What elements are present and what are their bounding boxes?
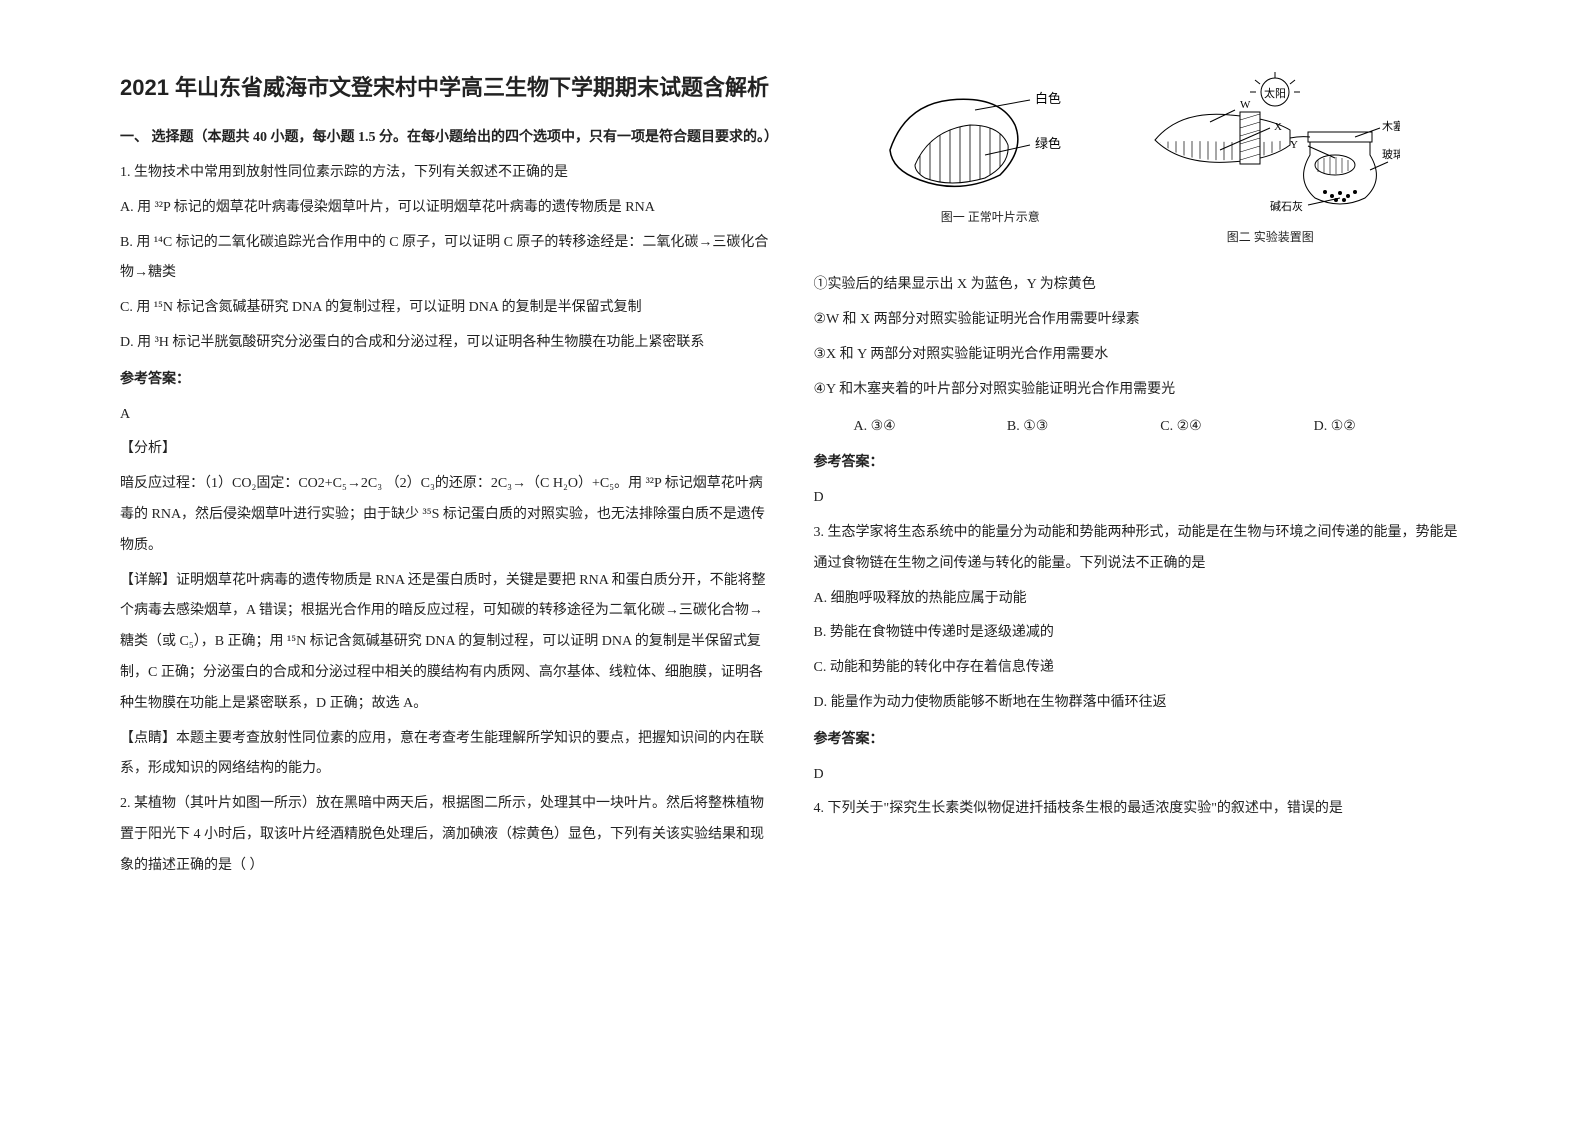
q3-opt-b: B. 势能在食物链中传递时是逐级递减的 bbox=[814, 618, 1468, 649]
q1-detail-head: 【详解】 bbox=[120, 573, 176, 588]
fig2-label-flask: 玻璃瓶 bbox=[1382, 147, 1400, 161]
exam-title: 2021 年山东省威海市文登宋村中学高三生物下学期期末试题含解析 bbox=[120, 70, 774, 105]
q2-statement-4: ④Y 和木塞夹着的叶片部分对照实验能证明光合作用需要光 bbox=[814, 375, 1468, 406]
q2-opt-b: B. ①③ bbox=[1007, 412, 1160, 443]
fig2-label-y: Y bbox=[1290, 139, 1298, 151]
q1-analysis-body: 暗反应过程：（1）CO₂固定：CO2+C₅→2C₃ （2）C₃的还原：2C₃→（… bbox=[120, 469, 774, 561]
fig2-label-x: X bbox=[1274, 121, 1282, 133]
fig2-label-lime: 碱石灰 bbox=[1270, 199, 1303, 213]
q2-answer: D bbox=[814, 483, 1468, 514]
q1-opt-b: B. 用 ¹⁴C 标记的二氧化碳追踪光合作用中的 C 原子，可以证明 C 原子的… bbox=[120, 228, 774, 290]
q2-opt-a: A. ③④ bbox=[854, 412, 1007, 443]
q2-statement-1: ①实验后的结果显示出 X 为蓝色，Y 为棕黄色 bbox=[814, 270, 1468, 301]
q1-answer-label: 参考答案： bbox=[120, 365, 774, 396]
left-column: 2021 年山东省威海市文登宋村中学高三生物下学期期末试题含解析 一、 选择题（… bbox=[100, 70, 794, 1082]
fig2-label-sun: 太阳 bbox=[1264, 87, 1286, 100]
q2-statement-2: ②W 和 X 两部分对照实验能证明光合作用需要叶绿素 bbox=[814, 305, 1468, 336]
q2-opt-c: C. ②④ bbox=[1160, 412, 1313, 443]
right-column: 白色 绿色 图一 正常叶片示意 太阳 bbox=[794, 70, 1488, 1082]
fig1-label-white: 白色 bbox=[1035, 91, 1061, 106]
fig2-label-cork: 木塞 bbox=[1382, 119, 1400, 133]
section-header: 一、 选择题（本题共 40 小题，每小题 1.5 分。在每小题给出的四个选项中，… bbox=[120, 123, 774, 154]
q2-statement-3: ③X 和 Y 两部分对照实验能证明光合作用需要水 bbox=[814, 340, 1468, 371]
figure-1: 白色 绿色 图一 正常叶片示意 bbox=[880, 70, 1100, 250]
q2-opt-d: D. ①② bbox=[1314, 412, 1467, 443]
q1-opt-d: D. 用 ³H 标记半胱氨酸研究分泌蛋白的合成和分泌过程，可以证明各种生物膜在功… bbox=[120, 328, 774, 359]
q1-opt-c: C. 用 ¹⁵N 标记含氮碱基研究 DNA 的复制过程，可以证明 DNA 的复制… bbox=[120, 293, 774, 324]
q4-stem: 4. 下列关于"探究生长素类似物促进扦插枝条生根的最适浓度实验"的叙述中，错误的… bbox=[814, 794, 1468, 825]
fig2-label-w: W bbox=[1240, 99, 1251, 111]
q2-stem: 2. 某植物（其叶片如图一所示）放在黑暗中两天后，根据图二所示，处理其中一块叶片… bbox=[120, 789, 774, 881]
fig1-caption: 图一 正常叶片示意 bbox=[880, 204, 1100, 230]
q1-point-body: 本题主要考查放射性同位素的应用，意在考查考生能理解所学知识的要点，把握知识间的内… bbox=[120, 731, 764, 777]
figure-2: 太阳 bbox=[1140, 70, 1400, 250]
q2-options-row: A. ③④ B. ①③ C. ②④ D. ①② bbox=[814, 412, 1468, 443]
q1-answer: A bbox=[120, 400, 774, 431]
q3-answer-label: 参考答案： bbox=[814, 725, 1468, 756]
apparatus-diagram: 太阳 bbox=[1140, 70, 1400, 220]
q1-analysis-head: 【分析】 bbox=[120, 434, 774, 465]
q3-opt-c: C. 动能和势能的转化中存在着信息传递 bbox=[814, 653, 1468, 684]
q1-detail-body: 证明烟草花叶病毒的遗传物质是 RNA 还是蛋白质时，关键是要把 RNA 和蛋白质… bbox=[120, 573, 766, 711]
q2-answer-label: 参考答案： bbox=[814, 448, 1468, 479]
q1-point-head: 【点睛】 bbox=[120, 731, 176, 746]
q3-opt-d: D. 能量作为动力使物质能够不断地在生物群落中循环往返 bbox=[814, 688, 1468, 719]
q3-answer: D bbox=[814, 760, 1468, 791]
q1-stem: 1. 生物技术中常用到放射性同位素示踪的方法，下列有关叙述不正确的是 bbox=[120, 158, 774, 189]
leaf-diagram: 白色 绿色 bbox=[880, 70, 1100, 200]
figures-row: 白色 绿色 图一 正常叶片示意 太阳 bbox=[814, 70, 1468, 250]
fig1-label-green: 绿色 bbox=[1035, 136, 1061, 151]
fig2-caption: 图二 实验装置图 bbox=[1140, 224, 1400, 250]
q3-stem: 3. 生态学家将生态系统中的能量分为动能和势能两种形式，动能是在生物与环境之间传… bbox=[814, 518, 1468, 580]
q3-opt-a: A. 细胞呼吸释放的热能应属于动能 bbox=[814, 584, 1468, 615]
q1-opt-a: A. 用 ³²P 标记的烟草花叶病毒侵染烟草叶片，可以证明烟草花叶病毒的遗传物质… bbox=[120, 193, 774, 224]
